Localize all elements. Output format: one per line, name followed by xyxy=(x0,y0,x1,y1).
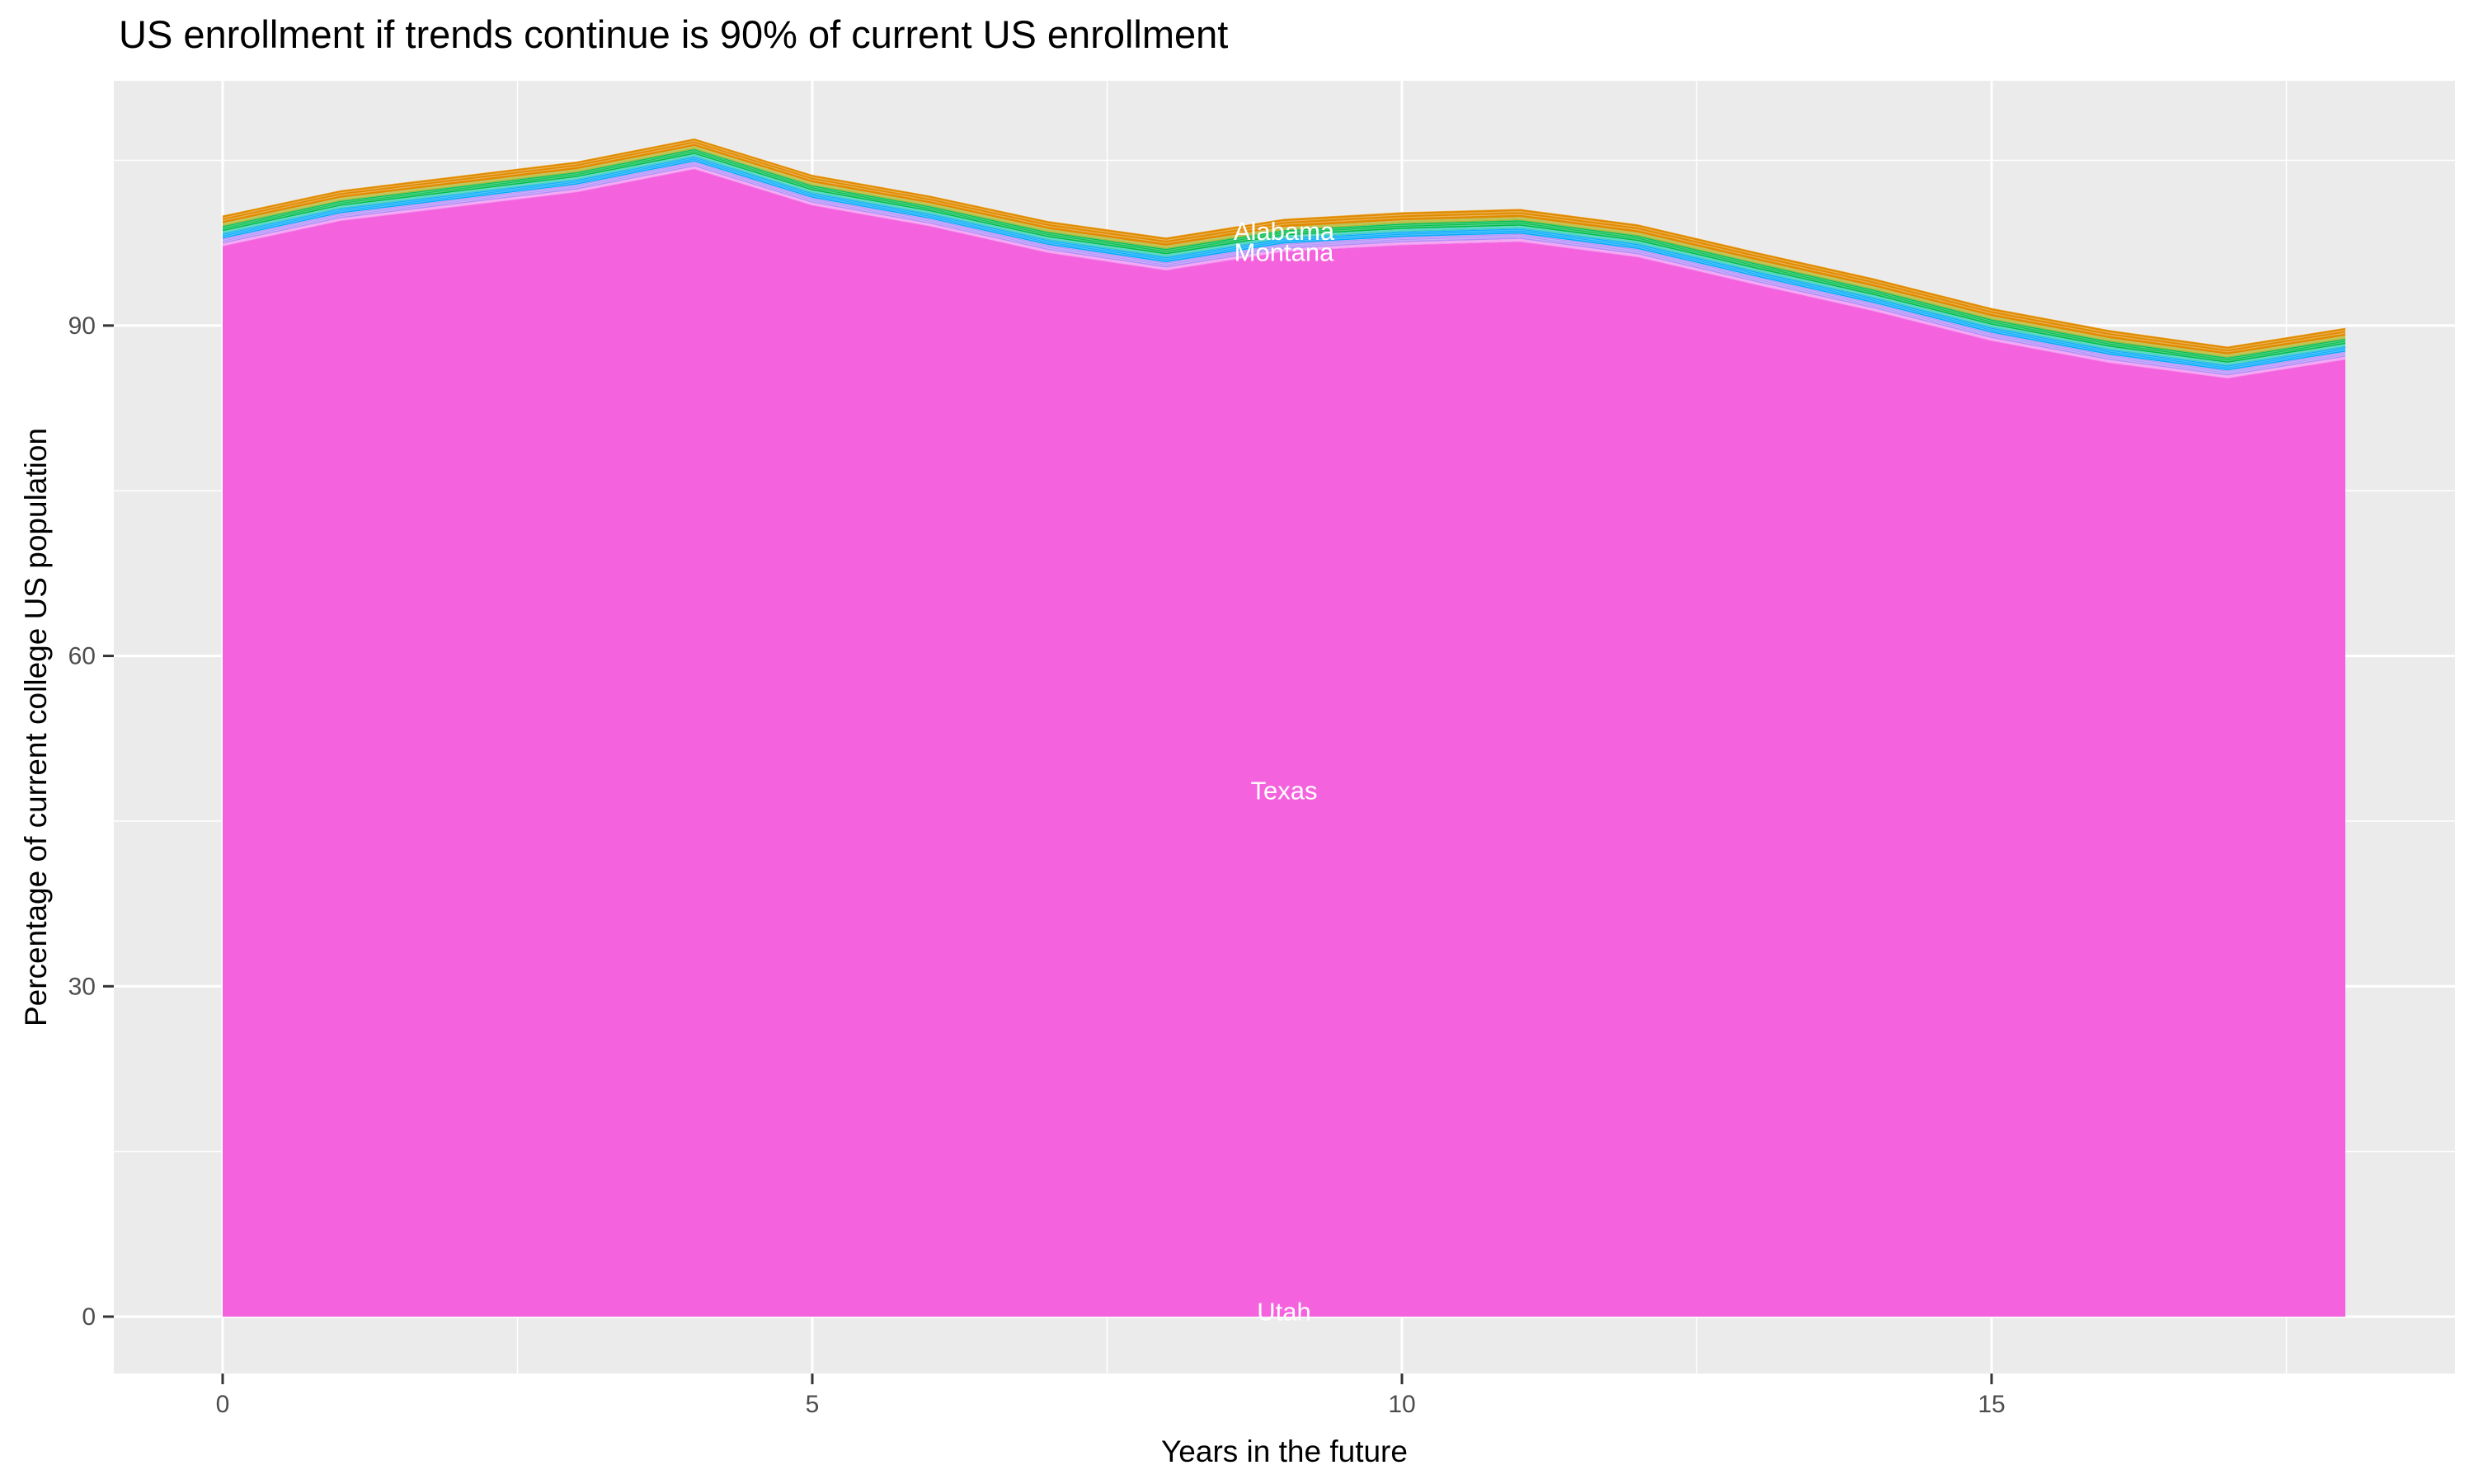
state-label-utah: Utah xyxy=(1257,1297,1310,1326)
texas-area xyxy=(223,169,2345,1317)
state-hairline xyxy=(222,157,2346,368)
y-tick-label: 60 xyxy=(68,643,96,670)
state-hairline xyxy=(222,162,2346,373)
state-hairline xyxy=(222,140,2346,350)
state-hairline xyxy=(222,150,2346,360)
state-label-texas: Texas xyxy=(1251,777,1318,805)
y-tick-label: 0 xyxy=(82,1303,96,1331)
state-hairline xyxy=(222,159,2346,369)
state-hairline xyxy=(222,167,2346,378)
state-hairline xyxy=(222,164,2346,375)
state-label-montana: Montana xyxy=(1235,237,1334,266)
state-hairline xyxy=(222,154,2346,364)
plot-title: US enrollment if trends continue is 90% … xyxy=(119,12,1229,56)
state-hairline xyxy=(222,147,2346,357)
x-axis-title: Years in the future xyxy=(1161,1435,1408,1468)
state-hairline xyxy=(222,138,2346,347)
state-hairline xyxy=(222,143,2346,353)
state-hairline xyxy=(222,146,2346,356)
state-hairline xyxy=(222,167,2346,378)
state-label-alabama: Alabama xyxy=(1234,217,1335,246)
x-tick-label: 10 xyxy=(1388,1391,1415,1418)
y-tick-label: 30 xyxy=(68,973,96,1000)
state-hairline xyxy=(222,155,2346,365)
x-tick-label: 5 xyxy=(806,1391,820,1418)
state-hairline xyxy=(222,152,2346,362)
x-tick-label: 0 xyxy=(216,1391,230,1418)
y-axis-title: Percentage of current college US populat… xyxy=(19,427,53,1027)
x-tick-label: 15 xyxy=(1978,1391,2005,1418)
y-tick-label: 90 xyxy=(68,312,96,340)
